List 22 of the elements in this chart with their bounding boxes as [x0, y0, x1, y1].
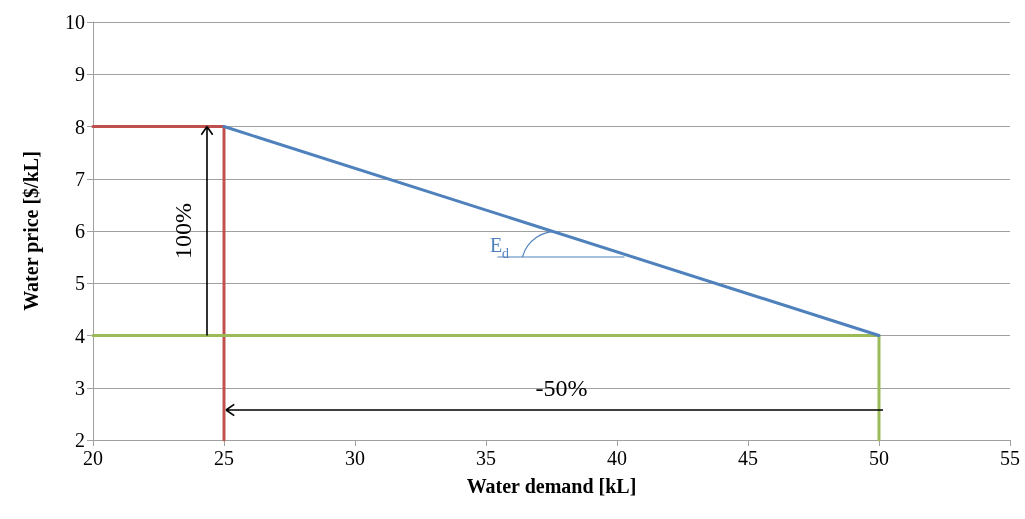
y-tick-label: 4 — [75, 324, 85, 347]
y-axis-title: Water price [$/kL] — [20, 151, 43, 311]
x-tick-label: 45 — [738, 447, 758, 469]
annotation: 100% — [169, 203, 196, 259]
x-tick-label: 25 — [214, 447, 234, 469]
y-tick-label: 2 — [75, 429, 85, 451]
x-tick-label: 55 — [1000, 447, 1020, 469]
y-tick-label: 8 — [75, 115, 85, 138]
annotation: E$_{d}$ — [489, 233, 510, 261]
x-tick-label: 35 — [476, 447, 496, 469]
y-tick-label: 5 — [75, 272, 85, 295]
x-tick-label: 20 — [83, 447, 103, 469]
x-tick-label: 50 — [869, 447, 889, 469]
y-tick-label: 9 — [75, 63, 85, 86]
x-tick-label: 40 — [607, 447, 627, 469]
y-tick-label: 7 — [75, 167, 85, 190]
x-tick-label: 30 — [345, 447, 365, 469]
y-tick-label: 6 — [75, 220, 85, 242]
x-axis-title: Water demand [kL] — [466, 475, 637, 497]
y-tick-label: 10 — [65, 11, 85, 33]
y-tick-label: 3 — [75, 376, 85, 399]
annotation: -50% — [535, 374, 588, 401]
